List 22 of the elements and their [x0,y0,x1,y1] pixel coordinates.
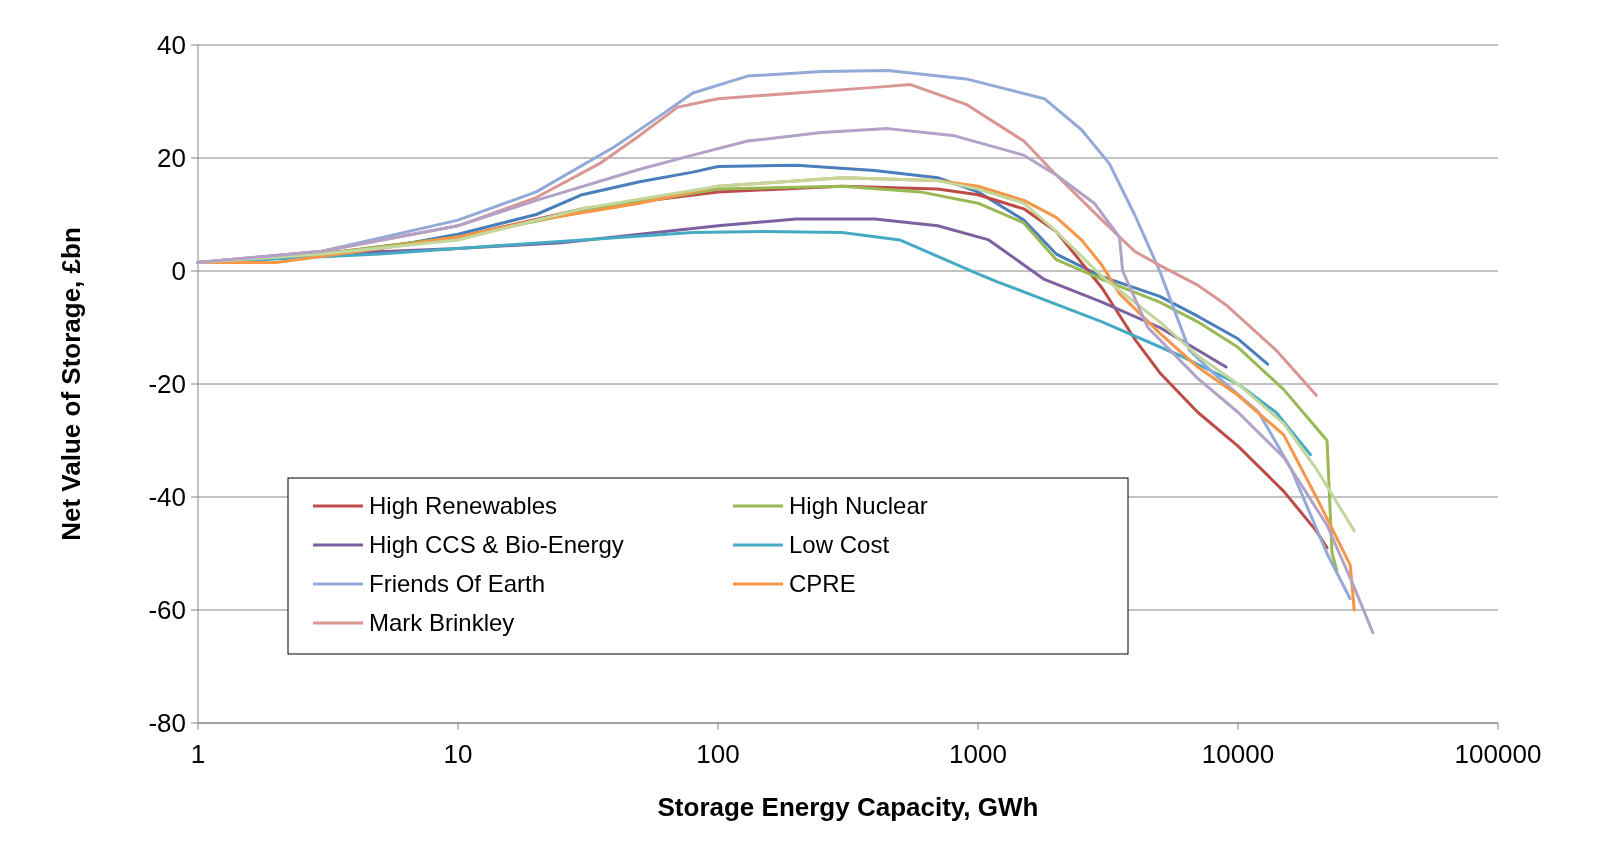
x-axis-title: Storage Energy Capacity, GWh [657,792,1039,822]
y-tick-label: 0 [171,256,186,287]
x-tick-label: 100 [696,739,740,769]
legend-label: High Nuclear [789,492,928,520]
legend-label: Mark Brinkley [369,609,515,637]
x-tick-label: 10000 [1201,739,1275,769]
y-tick-label: -60 [148,595,186,626]
y-tick-label: 20 [157,143,186,174]
y-tick-label: 40 [157,30,186,61]
x-tick-label: 100000 [1454,739,1542,769]
legend-label: Low Cost [789,531,890,559]
x-tick-label: 1 [190,739,206,769]
y-axis-title: Net Value of Storage, £bn [56,227,86,541]
legend-label: High Renewables [369,492,558,520]
legend-label: CPRE [789,570,856,598]
legend-label: High CCS & Bio-Energy [369,531,624,559]
y-tick-label: -80 [148,708,186,739]
x-tick-label: 1000 [949,739,1007,769]
y-tick-label: -20 [148,369,186,400]
legend-label: Friends Of Earth [369,570,546,598]
x-tick-label: 10 [443,739,473,769]
y-tick-label: -40 [148,482,186,513]
